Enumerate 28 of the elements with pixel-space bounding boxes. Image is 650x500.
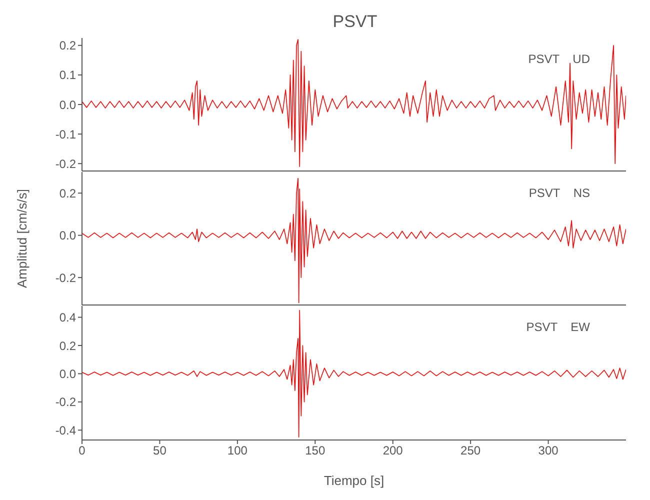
y-tick-label: 0.2 — [59, 186, 76, 200]
y-tick-label: 0.0 — [59, 366, 76, 381]
y-tick-label: -0.2 — [55, 156, 76, 171]
chart-title: PSVT — [332, 12, 378, 33]
y-tick-label: 0.1 — [59, 68, 76, 82]
y-tick-label: 0.2 — [59, 38, 76, 53]
y-tick-label: 0.2 — [59, 338, 76, 353]
y-tick-label: 0.0 — [59, 228, 76, 243]
y-tick-label: 0.4 — [59, 310, 76, 325]
x-tick-label: 300 — [538, 444, 559, 458]
x-tick-label: 50 — [153, 444, 167, 458]
annotation: PSVT UD — [528, 52, 590, 66]
y-tick-label: -0.1 — [55, 127, 76, 142]
y-tick-label: -0.2 — [55, 270, 76, 285]
annotation: PSVT EW — [526, 320, 590, 334]
x-tick-label: 250 — [460, 444, 481, 458]
x-tick-label: 100 — [227, 444, 248, 458]
annotation: PSVT NS — [528, 186, 590, 200]
line-series — [82, 39, 626, 167]
x-tick-label: 200 — [382, 444, 404, 458]
y-tick-label: -0.4 — [55, 423, 76, 438]
x-tick-label: 150 — [305, 444, 326, 458]
x-tick-label: 0 — [78, 444, 86, 458]
y-tick-label: -0.2 — [55, 395, 76, 410]
y-axis-title: Amplitud [cm/s/s] — [14, 189, 30, 288]
x-axis-title: Tiempo [s] — [324, 473, 384, 488]
y-tick-label: 0.0 — [59, 98, 76, 112]
line-series — [82, 310, 626, 438]
